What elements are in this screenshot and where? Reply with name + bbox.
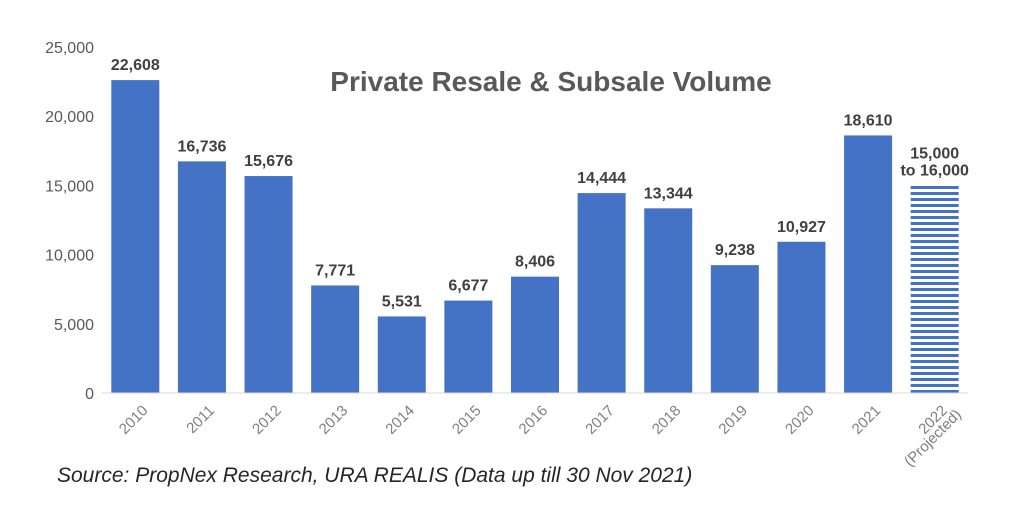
bar xyxy=(177,161,226,393)
data-label: 10,927 xyxy=(777,219,826,236)
x-tick-label: 2011 xyxy=(183,402,218,437)
y-tick-label: 10,000 xyxy=(45,248,94,265)
bar xyxy=(444,300,493,393)
data-label: 5,531 xyxy=(382,293,422,310)
data-label: 8,406 xyxy=(515,254,555,271)
x-tick-label: 2013 xyxy=(316,402,352,438)
data-label: 7,771 xyxy=(315,262,355,279)
bar xyxy=(111,80,160,393)
x-tick-label: 2020 xyxy=(782,402,818,438)
bar xyxy=(710,265,759,393)
chart-title: Private Resale & Subsale Volume xyxy=(330,66,771,97)
data-label: 6,677 xyxy=(448,278,488,295)
x-tick-label: 2019 xyxy=(715,402,751,438)
data-label: 14,444 xyxy=(577,170,626,187)
x-tick-label: 2018 xyxy=(649,402,685,438)
y-axis-ticks: 0 5,000 10,000 15,000 20,000 25,000 xyxy=(45,40,94,403)
bar xyxy=(844,135,893,393)
data-label: 18,610 xyxy=(844,112,893,129)
bars xyxy=(111,80,959,393)
bar xyxy=(244,176,293,393)
bar xyxy=(777,241,826,393)
bar xyxy=(511,276,559,393)
x-axis-ticks: 2010 2011 2012 2013 2014 2015 2016 2017 2018 2019… xyxy=(116,402,965,470)
x-tick-label: 2017 xyxy=(582,402,618,438)
y-tick-label: 5,000 xyxy=(54,317,94,334)
y-tick-label: 25,000 xyxy=(45,40,94,57)
bar xyxy=(577,193,626,393)
x-tick-label: 2021 xyxy=(849,402,885,438)
data-label: 15,676 xyxy=(244,153,293,170)
y-tick-label: 15,000 xyxy=(45,178,94,195)
x-tick-label: 2014 xyxy=(382,402,418,438)
bar xyxy=(377,316,426,393)
source-note: Source: PropNex Research, URA REALIS (Da… xyxy=(57,464,693,487)
data-label: 22,608 xyxy=(111,57,160,74)
data-label: 15,000 xyxy=(910,145,959,162)
x-tick-label: 2015 xyxy=(449,402,485,438)
y-tick-label: 20,000 xyxy=(45,109,94,126)
x-tick-label: 2010 xyxy=(116,402,152,438)
y-tick-label: 0 xyxy=(85,386,94,403)
x-tick-label: 2016 xyxy=(516,402,552,438)
x-tick-label: 2012 xyxy=(249,402,285,438)
data-label: to 16,000 xyxy=(900,162,969,179)
bar xyxy=(311,285,360,393)
data-label: 9,238 xyxy=(715,242,755,259)
data-label: 16,736 xyxy=(177,138,226,155)
bar-projected xyxy=(910,185,959,393)
data-label: 13,344 xyxy=(644,185,693,202)
bar xyxy=(644,208,693,393)
data-labels: 22,608 16,736 15,676 7,771 5,531 6,677 8,406 14… xyxy=(111,57,969,310)
